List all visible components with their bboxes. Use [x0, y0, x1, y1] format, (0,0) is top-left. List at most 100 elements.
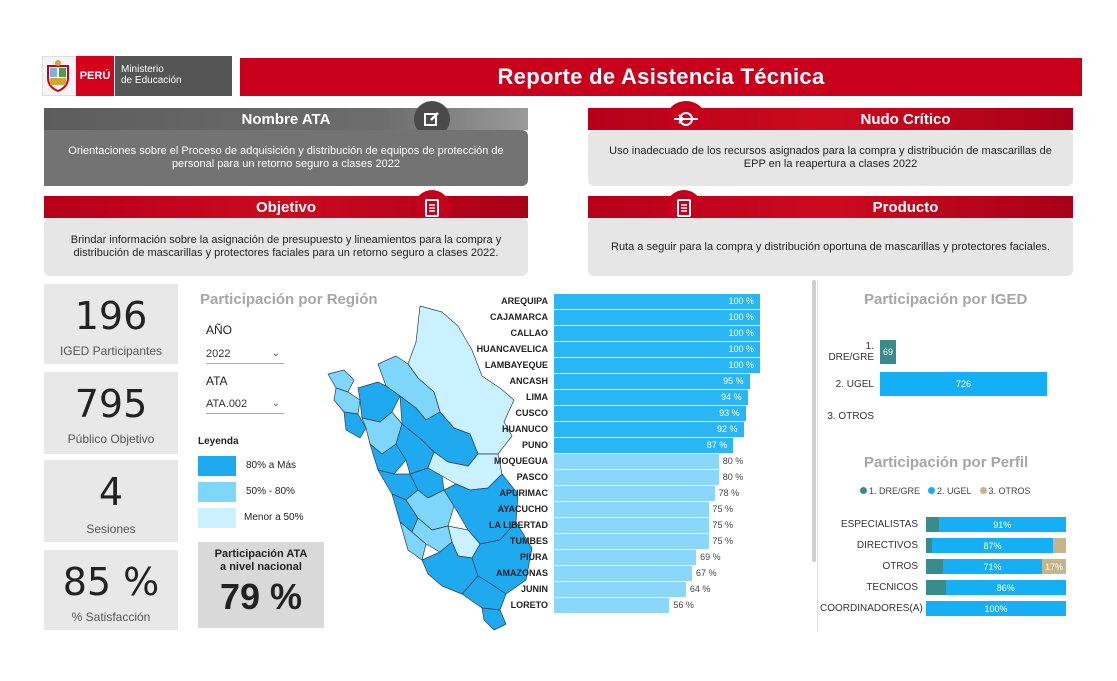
perfil-segment[interactable]: 86% [945, 580, 1066, 595]
region-bar[interactable] [554, 549, 697, 565]
region-name: CALLAO [510, 328, 549, 338]
kpi-satisfaccion: 85 % % Satisfacción [44, 550, 178, 630]
iged-category: 2. UGEL [835, 378, 874, 390]
region-bar-label: 100 % [728, 360, 754, 370]
region-bar-label: 64 % [689, 584, 711, 594]
region-row: MOQUEGUA 80 % [402, 453, 760, 469]
ata-select[interactable]: ATA.002 ⌄ [206, 394, 284, 414]
legend-label-low: Menor a 50% [244, 512, 304, 523]
region-name: HUANCAVELICA [476, 344, 548, 354]
ata-filter-label: ATA [206, 374, 228, 388]
region-name: APURIMAC [499, 488, 549, 498]
perfil-segment[interactable]: 87% [931, 538, 1054, 553]
region-bar-label: 75 % [712, 536, 734, 546]
perfil-segment[interactable]: 91% [938, 517, 1066, 532]
region-name: AMAZONAS [496, 568, 548, 578]
kpi-value: 196 [74, 294, 148, 338]
region-bar[interactable]: 100 % [554, 341, 760, 357]
legend-swatch-mid [198, 482, 236, 502]
region-bar-label: 100 % [728, 328, 754, 338]
divider [817, 280, 818, 632]
national-participation-card: Participación ATA a nivel nacional 79 % [198, 542, 324, 628]
region-bar[interactable] [554, 501, 709, 517]
perfil-segment[interactable] [926, 538, 932, 553]
kpi-label: Público Objetivo [67, 432, 155, 446]
national-participation-label: Participación ATA a nivel nacional [214, 548, 308, 573]
region-bar[interactable] [554, 533, 709, 549]
country-logo: PERÚ [76, 56, 114, 96]
region-section-title: Participación por Región [200, 291, 378, 308]
region-bar[interactable]: 100 % [554, 325, 760, 341]
region-bar-label: 100 % [728, 344, 754, 354]
region-bar[interactable] [554, 485, 715, 501]
region-bar-label: 69 % [700, 552, 721, 562]
region-row: TUMBES 75 % [402, 533, 760, 549]
objetivo-text: Brindar información sobre la asignación … [44, 218, 528, 276]
legend-swatch-low [198, 508, 236, 528]
chevron-down-icon: ⌄ [271, 398, 280, 409]
perfil-segment[interactable] [926, 517, 939, 532]
perfil-category: COORDINADORES(A) [820, 603, 923, 614]
ministry-logo: Ministerio de Educación [115, 56, 232, 96]
legend-dot [979, 487, 987, 494]
region-bar[interactable] [554, 453, 719, 469]
nombre-ata-header: Nombre ATA [44, 108, 528, 130]
region-bar[interactable]: 95 % [554, 373, 750, 389]
region-row: LIMA 94 % [402, 389, 760, 405]
region-name: AREQUIPA [501, 296, 548, 306]
perfil-segment[interactable]: 71% [942, 559, 1043, 574]
region-row: LAMBAYEQUE 100 % [402, 357, 760, 373]
perfil-category: OTROS [882, 561, 918, 572]
iged-row: 3. OTROS [820, 404, 1047, 428]
region-row: CAJAMARCA 100 % [402, 309, 760, 325]
region-bar[interactable]: 93 % [554, 405, 746, 421]
perfil-stacked-chart: ESPECIALISTAS 91% DIRECTIVOS 87% OTROS 71% 17%… [820, 516, 1066, 621]
region-bar[interactable]: 92 % [554, 421, 744, 437]
perfil-segment[interactable]: 17% [1042, 559, 1066, 574]
region-bar[interactable]: 100 % [554, 357, 760, 373]
perfil-segment[interactable]: 100% [926, 601, 1066, 616]
region-bar-label: 93 % [719, 408, 740, 418]
region-bar[interactable] [554, 565, 693, 581]
region-row: PASCO 80 % [402, 469, 760, 485]
kpi-value: 4 [98, 470, 124, 514]
kpi-label: % Satisfacción [71, 610, 151, 624]
region-bar-label: 56 % [673, 600, 694, 610]
scrollbar[interactable] [812, 280, 816, 562]
region-bar[interactable]: 100 % [554, 309, 760, 325]
region-bar[interactable]: 100 % [554, 293, 760, 309]
perfil-segment[interactable] [1053, 538, 1066, 553]
region-bar[interactable]: 94 % [554, 389, 748, 405]
year-select[interactable]: 2022 ⌄ [206, 344, 284, 364]
region-name: MOQUEGUA [494, 456, 548, 466]
objetivo-header: Objetivo [44, 196, 528, 218]
peru-region-map[interactable] [322, 304, 544, 634]
coat-of-arms-icon [47, 60, 69, 92]
region-bar-label: 100 % [728, 296, 754, 306]
iged-section-title: Participación por IGED [864, 291, 1028, 308]
region-bar[interactable] [554, 581, 686, 597]
region-row: APURIMAC 78 % [402, 485, 760, 501]
producto-header: Producto [588, 196, 1073, 218]
perfil-segment[interactable] [926, 559, 943, 574]
iged-row: 2. UGEL 726 [820, 372, 1047, 396]
kpi-publico-objetivo: 795 Público Objetivo [44, 372, 178, 454]
region-bar[interactable] [554, 597, 670, 613]
region-bar[interactable]: 87 % [554, 437, 734, 453]
kpi-value: 795 [74, 382, 148, 426]
region-bar[interactable] [554, 469, 719, 485]
iged-bar[interactable]: 69 [880, 340, 896, 364]
region-row: LORETO 56 % [402, 597, 760, 613]
region-bar[interactable] [554, 517, 709, 533]
perfil-category: DIRECTIVOS [856, 540, 918, 551]
iged-row: 1. DRE/GRE 69 [820, 340, 1047, 364]
region-name: ANCASH [509, 376, 548, 386]
iged-bar[interactable]: 726 [880, 372, 1047, 396]
producto-text: Ruta a seguir para la compra y distribuc… [588, 218, 1073, 276]
kpi-label: IGED Participantes [59, 344, 163, 358]
iged-bar-chart: 1. DRE/GRE 69 2. UGEL 726 3. OTROS [820, 340, 1047, 436]
legend-swatch-high [198, 456, 236, 476]
region-bar-label: 67 % [696, 568, 717, 578]
region-row: AMAZONAS 67 % [402, 565, 760, 581]
perfil-segment[interactable] [926, 580, 946, 595]
